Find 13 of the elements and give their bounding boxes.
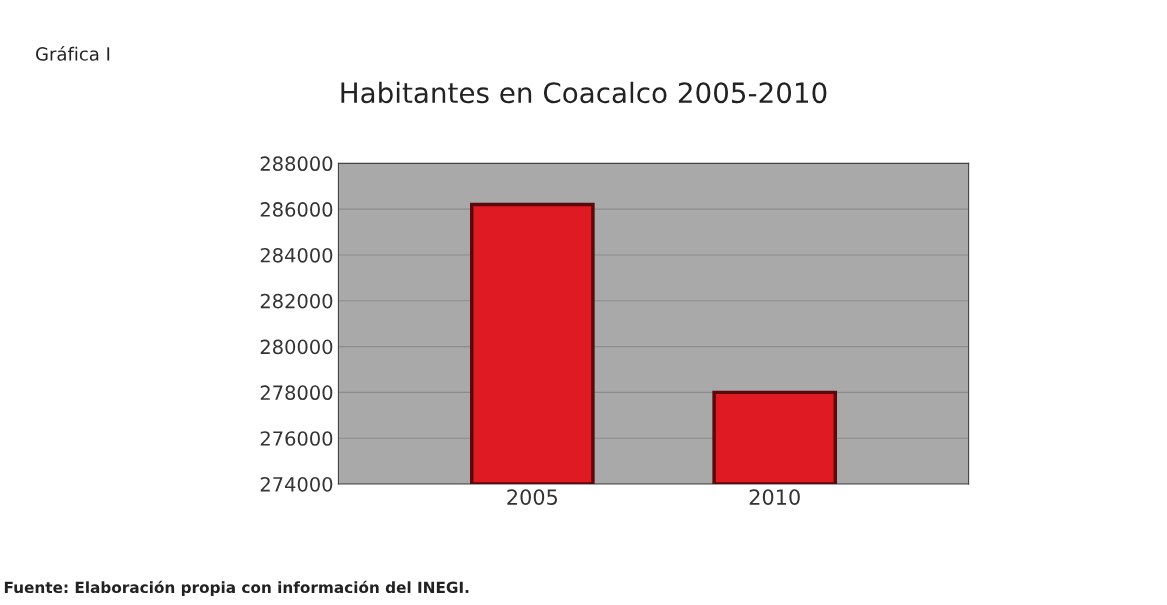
source-note: Fuente: Elaboración propia con información del INEGI. <box>4 580 469 597</box>
y-tick-label: 288000 <box>260 156 333 172</box>
y-tick-label: 274000 <box>260 476 333 492</box>
y-tick-label: 276000 <box>260 431 333 446</box>
y-tick-label: 280000 <box>260 339 333 355</box>
text: Gráfica I <box>36 46 110 61</box>
y-tick-label: 284000 <box>260 247 333 263</box>
y-tick-label: 286000 <box>260 202 333 217</box>
y-tick-label: 278000 <box>260 385 333 401</box>
y-tick-label: 282000 <box>260 293 333 309</box>
x-tick-label: 2005 <box>507 489 558 505</box>
x-tick-label: 2010 <box>749 489 800 505</box>
chart-title: Habitantes en Coacalco 2005-2010 <box>341 81 827 104</box>
